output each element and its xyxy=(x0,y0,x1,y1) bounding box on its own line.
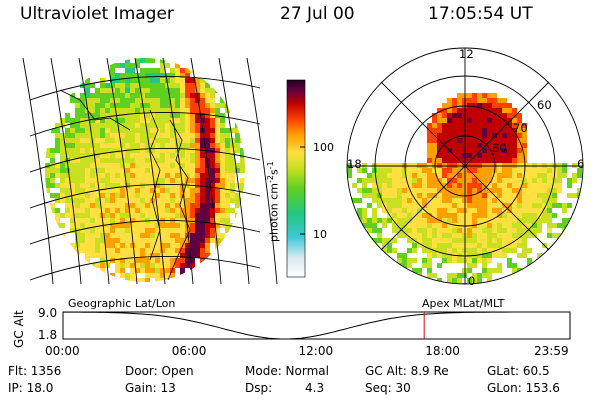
gc-altitude: GC Alt: 8.9 Re xyxy=(365,364,449,378)
door-status: Door: Open xyxy=(125,364,194,378)
timeline-y-high: 9.0 xyxy=(38,306,58,320)
geo-longitude: GLon: 153.6 xyxy=(487,381,560,395)
timeline-ylabel: GC Alt xyxy=(12,310,26,348)
timeline-tick-label: 18:00 xyxy=(425,344,460,358)
mlt-label-12: 12 xyxy=(459,47,474,61)
geo-latitude: GLat: 60.5 xyxy=(487,364,550,378)
dsp-value: 4.3 xyxy=(305,381,325,395)
mlat-label-80: 80 xyxy=(492,141,507,155)
colorbar-label-10: 10 xyxy=(313,228,327,241)
geographic-panel-title: Geographic Lat/Lon xyxy=(68,297,176,310)
geographic-grid xyxy=(22,57,278,285)
ip-value: IP: 18.0 xyxy=(8,381,54,395)
time-label: 17:05:54 UT xyxy=(428,4,533,24)
polar-grid xyxy=(346,47,584,285)
mlt-label-6: 6 xyxy=(577,157,585,171)
mlt-label-18: 18 xyxy=(347,157,362,171)
colorbar-unit: photon cm-2s-1 xyxy=(266,161,281,242)
timeline-y-low: 1.8 xyxy=(38,328,58,342)
colorbar-label-100: 100 xyxy=(313,141,334,154)
polar-aurora-image xyxy=(347,93,583,284)
timeline-tick-label: 00:00 xyxy=(45,344,80,358)
timeline-tick-label: 23:59 xyxy=(534,344,569,358)
geographic-aurora-image xyxy=(45,58,245,282)
mlat-label-60: 60 xyxy=(537,98,552,112)
timeline-plot xyxy=(62,311,571,340)
mlat-label-70: 70 xyxy=(513,121,528,135)
apex-panel-title: Apex MLat/MLT xyxy=(422,297,505,310)
instrument-title: Ultraviolet Imager xyxy=(20,4,174,24)
colorbar xyxy=(286,79,306,278)
timeline-tick-label: 06:00 xyxy=(171,344,207,358)
timeline-tick-label: 12:00 xyxy=(298,344,334,358)
dsp-label: Dsp: xyxy=(245,381,273,395)
gain-value: Gain: 13 xyxy=(125,381,176,395)
mode-value: Mode: Normal xyxy=(245,364,329,378)
date-label: 27 Jul 00 xyxy=(280,4,355,24)
flight-number: Flt: 1356 xyxy=(8,364,62,378)
mlt-label-0: 0 xyxy=(468,274,476,288)
sequence-number: Seq: 30 xyxy=(365,381,411,395)
